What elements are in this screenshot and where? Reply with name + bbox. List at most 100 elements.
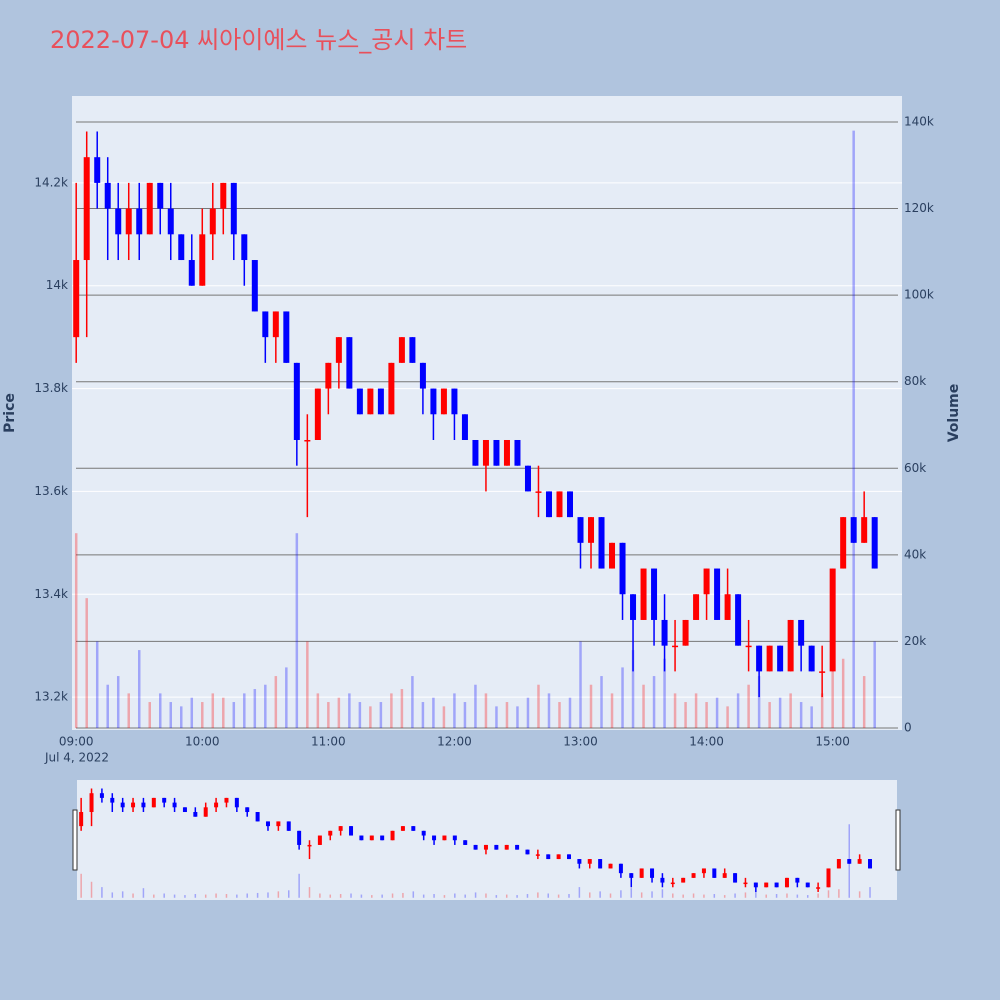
candle-body [693,594,700,620]
volume-bar [578,887,581,898]
volume-bar [726,706,729,729]
volume-bar [474,892,477,898]
candle-body [346,337,353,389]
plot-area [72,96,902,730]
candle-body [619,542,626,595]
x-tick-label: 09:00 [59,735,94,749]
candle-body [359,835,364,841]
volume-bar [786,893,788,898]
volume-bar [651,891,653,898]
x-date-label: Jul 4, 2022 [44,751,109,765]
candle-body [220,182,227,209]
candle-body [650,868,655,878]
candle-body [493,439,500,466]
volume-bar [442,706,446,729]
volume-bar [360,894,363,898]
candle-body [609,542,616,569]
volume-bar [495,706,498,729]
candle-body [515,844,520,850]
y-tick-label: 13.4k [34,587,68,601]
x-tick-label: 10:00 [185,735,220,749]
candle-body [151,797,156,808]
candle-body [850,517,857,543]
volume-bar [308,887,311,898]
candle-body [272,311,279,338]
volume-bar [285,667,288,729]
volume-bar [422,894,425,898]
volume-bar [295,533,299,729]
volume-bar [526,894,529,898]
candle-body [724,594,731,620]
candle-body [380,835,385,841]
volume-bar [682,894,684,898]
volume-bar [274,676,278,729]
volume-bar [127,693,130,729]
candle-body [182,807,187,813]
candle-body [377,388,384,415]
candle-body [335,337,342,363]
candle-body [587,859,592,864]
volume-bar [391,893,394,898]
volume-bar [327,702,330,729]
volume-bar [201,702,204,729]
volume-bar [703,894,705,898]
volume-bar [211,693,215,729]
candle-body [167,208,174,235]
candle-body [110,797,115,803]
volume-bar [757,676,761,729]
volume-bar [495,895,498,898]
candle-body [409,337,416,363]
candle-body [317,835,322,845]
candle-body [199,234,206,286]
y2-tick-label: 120k [904,201,934,215]
candle-body [829,568,836,672]
volume-bar [485,893,487,898]
candle-body [283,311,290,363]
slider-handle[interactable] [895,809,901,871]
candle-body [472,439,479,466]
volume-bar [443,895,446,898]
volume-bar [454,893,456,898]
slider-handle[interactable] [72,809,78,871]
volume-bar [610,693,614,729]
volume-bar [661,889,664,898]
volume-bar [672,893,674,898]
volume-bar [379,702,383,729]
y2-tick-label: 20k [904,634,926,648]
volume-bar [142,888,145,898]
candle-body [640,568,647,620]
volume-bar [873,641,876,729]
volume-bar [264,684,267,729]
candle-body [629,873,634,878]
volume-bar [433,894,435,898]
candle-body [826,868,831,888]
range-slider[interactable] [77,780,897,900]
candle-body [545,491,552,518]
volume-bar [453,693,456,729]
y-tick-label: 14.2k [34,175,68,189]
volume-bar [85,598,88,729]
volume-bar [421,702,425,729]
candle-body [691,873,696,878]
candle-body [325,362,332,389]
candle-body [193,812,198,817]
candle-body [141,802,146,808]
candle-body [338,826,343,831]
volume-bar [116,676,120,729]
volume-bar [505,702,509,729]
volume-bar [148,702,151,729]
candle-body [419,362,426,389]
volume-bar [153,894,155,898]
volume-bar [464,894,466,898]
volume-bar [817,893,819,898]
volume-bar [831,667,834,729]
candle-body [701,868,706,874]
volume-bar [589,684,593,729]
volume-bar [243,693,246,729]
candle-body [440,388,447,415]
volume-bar [537,892,539,898]
volume-bar [474,684,477,729]
candle-body [816,887,821,889]
candle-body [293,362,300,440]
volume-bar [306,641,309,729]
